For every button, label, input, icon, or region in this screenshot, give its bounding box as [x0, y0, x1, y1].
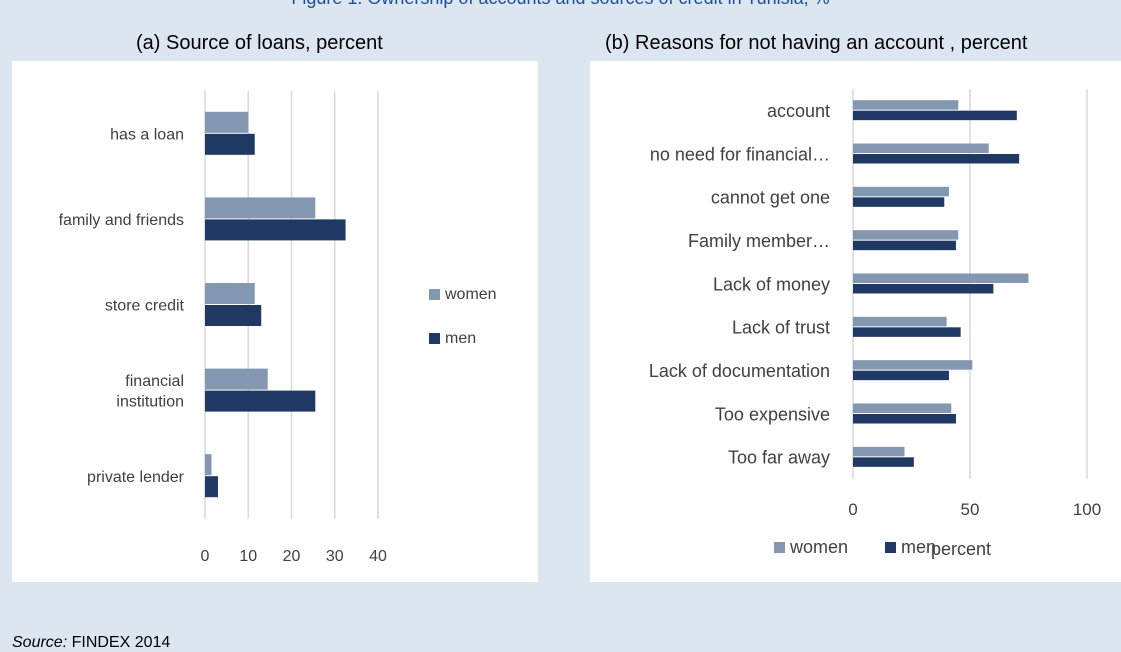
chart-a-bar-men [205, 133, 255, 155]
chart-a-x-tick-label: 40 [369, 548, 387, 565]
chart-b-bar-women [853, 360, 973, 370]
chart-b-x-axis-title: percent [931, 539, 991, 559]
chart-b-category-label: no need for financial… [650, 144, 830, 164]
legend-b-swatch-women [774, 542, 785, 553]
chart-b-bar-women [853, 273, 1029, 283]
chart-b-x-tick-label: 0 [848, 500, 857, 519]
chart-b-bar-men [853, 240, 956, 251]
legend-a-swatch-women [429, 289, 440, 300]
source-text: FINDEX 2014 [71, 634, 171, 651]
chart-a-bar-women [205, 111, 249, 133]
figure-title: Figure 1. Ownership of accounts and sour… [0, 0, 1121, 9]
chart-a-bar-men [205, 219, 346, 241]
chart-b-category-label: Family member… [688, 231, 830, 251]
chart-b-svg: 0 50 100 account no need for financial… canno… [649, 89, 1101, 559]
chart-b-category-label: Too far away [728, 448, 830, 468]
chart-b-category-label: Lack of money [713, 274, 830, 294]
chart-b-category-label: Lack of trust [732, 318, 830, 338]
chart-b-bar-men [853, 414, 956, 424]
chart-b-category-label: Lack of documentation [649, 361, 830, 381]
chart-b-bar-men [853, 154, 1020, 164]
chart-a-category-label: store credit [105, 298, 185, 315]
chart-a-category-label: private lender [87, 469, 185, 486]
chart-a-x-tick-label: 20 [283, 548, 301, 565]
legend-b-label-women: women [789, 537, 848, 557]
chart-a-bar-men [205, 476, 218, 498]
chart-b-bar-men [853, 457, 914, 467]
chart-a-bar-women [205, 454, 212, 476]
panel-b-title: (b) Reasons for not having an account , … [605, 32, 1028, 54]
legend-a-swatch-men [429, 333, 440, 344]
chart-b-category-label: cannot get one [711, 188, 830, 208]
chart-a-bar-men [205, 305, 262, 326]
chart-a-category-label: institution [116, 394, 184, 411]
chart-panel-a: 0 10 20 30 40 has a loan family and friends sto… [12, 61, 538, 582]
chart-b-bar-women [853, 100, 959, 110]
chart-a-x-tick-label: 0 [201, 548, 210, 565]
chart-a-bar-women [205, 368, 268, 390]
chart-a-category-label: financial [125, 373, 184, 390]
chart-b-category-label: account [767, 101, 830, 121]
chart-b-bar-women [853, 230, 959, 240]
panel-a-title: (a) Source of loans, percent [136, 32, 383, 54]
chart-b-bar-women [853, 403, 952, 413]
chart-b-x-tick-label: 100 [1073, 500, 1101, 519]
source-note: Source: FINDEX 2014 [12, 634, 170, 652]
chart-a-bar-men [205, 390, 316, 412]
chart-b-bar-women [853, 316, 947, 327]
chart-a-bar-women [205, 283, 255, 304]
chart-a-category-label: family and friends [59, 212, 184, 229]
legend-a-label-men: men [445, 330, 476, 347]
chart-b-bar-women [853, 143, 989, 153]
chart-a-svg: 0 10 20 30 40 has a loan family and friends sto… [59, 91, 497, 565]
chart-b-x-tick-label: 50 [961, 500, 980, 519]
legend-b-swatch-men [885, 542, 896, 553]
chart-a-x-tick-label: 30 [326, 548, 344, 565]
chart-panel-b: 0 50 100 account no need for financial… canno… [590, 61, 1121, 582]
legend-b-label-men: men [901, 537, 936, 557]
legend-a-label-women: women [444, 286, 497, 303]
chart-b-bar-women [853, 186, 949, 197]
chart-b-bar-men [853, 284, 994, 294]
chart-b-category-label: Too expensive [715, 404, 830, 424]
chart-b-bar-men [853, 370, 949, 381]
chart-b-bar-women [853, 446, 905, 457]
source-label: Source: [12, 634, 68, 651]
chart-a-x-tick-label: 10 [239, 548, 257, 565]
chart-a-bar-women [205, 197, 316, 219]
chart-a-category-label: has a loan [110, 126, 184, 143]
chart-b-bar-men [853, 327, 961, 337]
chart-b-bar-men [853, 110, 1017, 121]
chart-b-bar-men [853, 197, 945, 207]
